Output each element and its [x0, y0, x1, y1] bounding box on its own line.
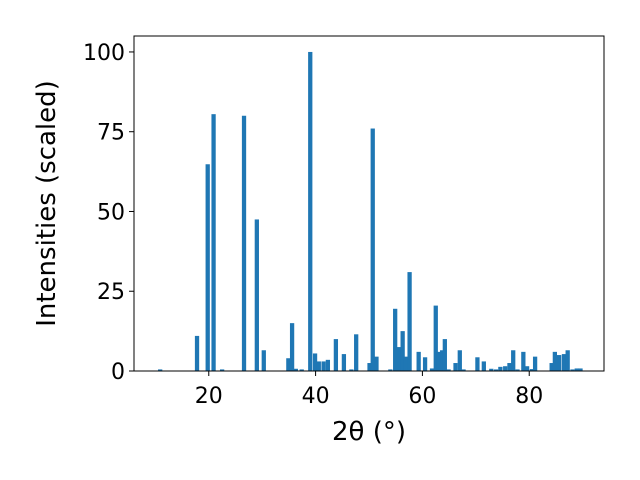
bar	[521, 351, 526, 371]
y-tick-label: 50	[97, 200, 125, 225]
bar	[529, 369, 535, 371]
bar	[254, 219, 259, 371]
bar	[574, 368, 579, 371]
bar	[498, 366, 503, 371]
bar	[388, 369, 393, 371]
bar	[286, 358, 291, 371]
bar-series	[158, 51, 583, 372]
bar	[453, 363, 458, 371]
x-tick-label: 80	[515, 384, 543, 409]
y-tick-label: 100	[83, 41, 125, 66]
bar	[416, 351, 421, 371]
y-tick-label: 75	[97, 121, 125, 146]
bar	[481, 361, 486, 371]
x-tick-label: 60	[408, 384, 436, 409]
bar	[241, 115, 247, 371]
bar	[570, 369, 575, 371]
x-tick-label: 20	[195, 384, 223, 409]
bar	[552, 351, 557, 371]
bar	[493, 369, 499, 371]
bar	[293, 368, 298, 371]
x-tick-label: 40	[302, 384, 330, 409]
bar	[511, 350, 516, 371]
bar	[341, 354, 347, 371]
bar	[393, 308, 398, 371]
bar	[524, 366, 530, 371]
bar	[403, 356, 408, 371]
bar	[308, 51, 313, 371]
bar	[367, 363, 372, 371]
bar	[561, 354, 567, 371]
y-axis-label: Intensities (scaled)	[32, 80, 62, 327]
bar	[219, 369, 225, 371]
bar	[440, 350, 445, 371]
bar	[549, 363, 554, 371]
bar	[436, 351, 442, 371]
bar	[205, 164, 210, 371]
bar	[489, 368, 494, 371]
bar	[442, 339, 447, 371]
bar	[321, 361, 326, 371]
bar	[407, 272, 412, 371]
bar	[429, 368, 435, 371]
bar	[333, 339, 339, 371]
bar	[158, 369, 163, 371]
bar	[503, 366, 508, 371]
bar	[261, 350, 266, 371]
plot-frame	[133, 35, 605, 372]
bar	[374, 356, 379, 371]
bar	[578, 368, 583, 371]
bar	[532, 356, 538, 371]
bar	[316, 361, 321, 371]
bar	[299, 369, 304, 371]
bar	[325, 359, 331, 371]
bar	[446, 369, 451, 371]
bar	[475, 357, 480, 371]
bar	[370, 128, 375, 371]
bar	[422, 357, 428, 371]
y-tick-label: 0	[111, 360, 125, 385]
bar	[354, 334, 359, 371]
bar	[565, 350, 570, 371]
bar	[211, 114, 216, 372]
bar	[461, 369, 466, 371]
bar	[194, 335, 200, 371]
bar	[457, 350, 462, 371]
y-axis-ticks: 0 25 50 75 100	[83, 41, 134, 385]
bar	[289, 323, 295, 371]
x-axis-ticks: 20 40 60 80	[195, 371, 543, 409]
bar	[349, 369, 354, 371]
bar	[507, 363, 512, 371]
bar	[396, 347, 402, 371]
bar	[400, 331, 405, 371]
y-tick-label: 25	[97, 280, 125, 305]
bar	[557, 355, 562, 371]
bar	[312, 353, 318, 371]
bar	[515, 369, 520, 371]
bar	[433, 305, 438, 371]
x-axis-label: 2θ (°)	[332, 417, 406, 447]
